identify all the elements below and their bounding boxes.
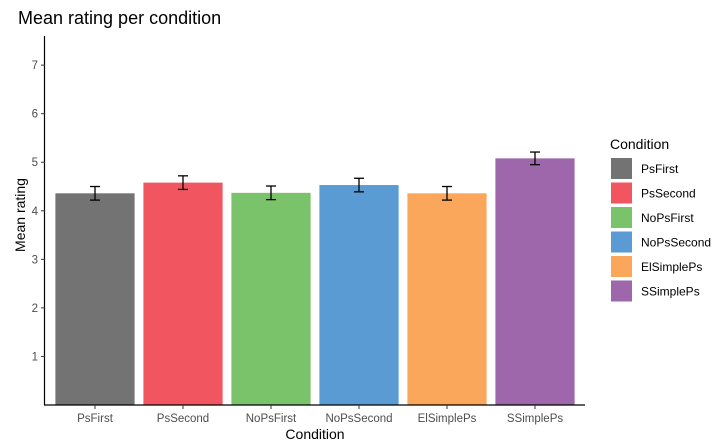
- legend-swatch-nopssecond: [611, 231, 632, 253]
- y-tick-label-6: 6: [32, 109, 38, 121]
- bar-pssecond: [143, 182, 223, 405]
- legend: Condition PsFirst PsSecond NoPsFirst NoPsSe…: [610, 136, 711, 302]
- x-axis-ticks: PsFirst PsSecond NoPsFirst NoPsSecond ElSimp…: [77, 405, 563, 425]
- bar-nopsfirst: [231, 192, 311, 405]
- x-tick-label-nopssecond: NoPsSecond: [325, 413, 392, 425]
- legend-title: Condition: [610, 136, 669, 152]
- y-tick-label-1: 1: [32, 351, 38, 363]
- legend-label-nopsfirst: NoPsFirst: [641, 211, 694, 225]
- legend-label-psfirst: PsFirst: [641, 162, 679, 176]
- y-axis-title: Mean rating: [12, 178, 28, 252]
- legend-swatch-pssecond: [611, 182, 632, 204]
- x-tick-label-nopsfirst: NoPsFirst: [246, 413, 297, 425]
- x-axis-title: Condition: [285, 426, 344, 440]
- bar-ssimpleps: [495, 158, 575, 405]
- bar-nopssecond: [319, 185, 399, 405]
- x-tick-label-elsimpleps: ElSimplePs: [418, 413, 477, 425]
- y-tick-label-3: 3: [32, 254, 38, 266]
- x-tick-label-pssecond: PsSecond: [157, 413, 209, 425]
- bars-layer: [55, 158, 575, 405]
- y-tick-label-2: 2: [32, 303, 38, 315]
- legend-label-pssecond: PsSecond: [641, 187, 696, 201]
- bar-elsimpleps: [407, 193, 487, 405]
- legend-label-nopssecond: NoPsSecond: [641, 236, 711, 250]
- chart-title: Mean rating per condition: [18, 8, 221, 28]
- legend-swatch-ssimpleps: [611, 280, 632, 302]
- legend-label-elsimpleps: ElSimplePs: [641, 260, 702, 274]
- legend-swatch-nopsfirst: [611, 207, 632, 228]
- y-tick-label-7: 7: [32, 60, 38, 72]
- bar-psfirst: [55, 193, 135, 405]
- y-tick-label-5: 5: [32, 157, 38, 169]
- x-tick-label-ssimpleps: SSimplePs: [507, 413, 563, 425]
- x-tick-label-psfirst: PsFirst: [77, 413, 114, 425]
- legend-swatch-elsimpleps: [611, 256, 632, 277]
- legend-swatch-psfirst: [611, 158, 632, 179]
- error-bars-layer: [90, 151, 540, 201]
- y-tick-label-4: 4: [32, 206, 39, 218]
- legend-label-ssimpleps: SSimplePs: [641, 285, 700, 299]
- y-axis-ticks: 1 2 3 4 5 6 7: [32, 60, 45, 363]
